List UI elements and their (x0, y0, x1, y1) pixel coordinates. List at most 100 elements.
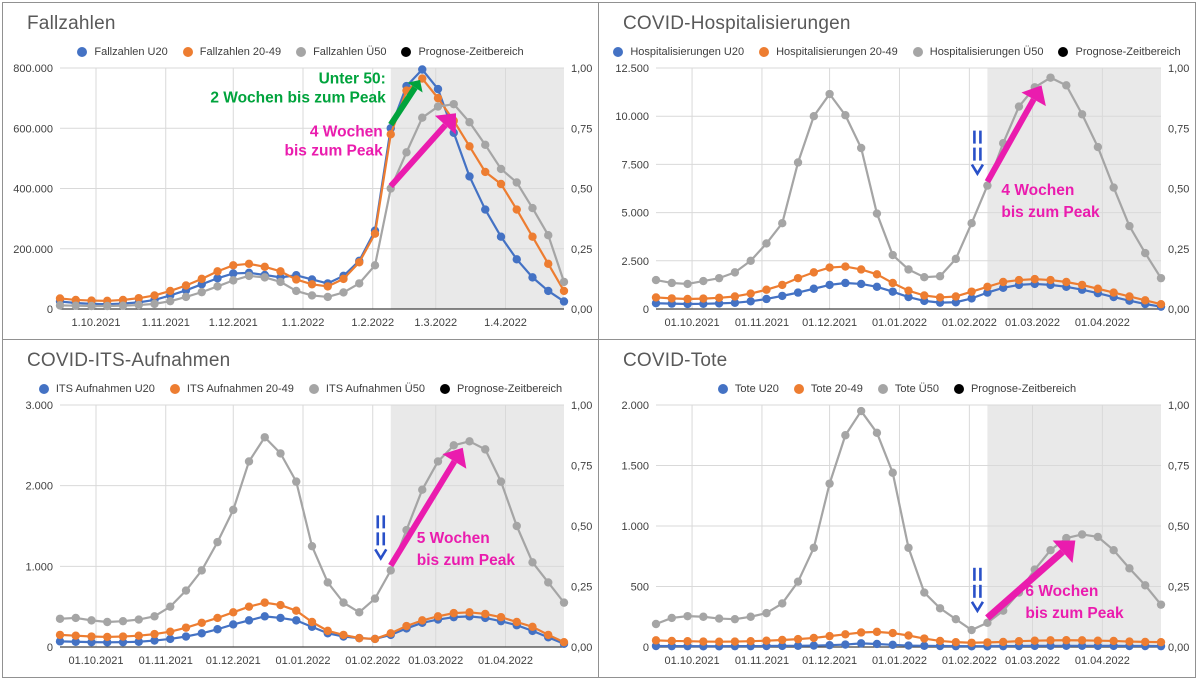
x-tick-label: 01.01.2022 (275, 655, 330, 667)
series-2 (651, 406, 1166, 635)
series-point (150, 291, 159, 300)
x-tick-label: 01.11.2021 (735, 655, 789, 667)
series-point (872, 209, 882, 218)
series-point (339, 288, 348, 297)
right-axis-label: 1,00 (571, 400, 592, 412)
annotation-line: Unter 50: (319, 71, 386, 88)
series-point (856, 628, 866, 637)
series-point (888, 628, 897, 638)
text-annotation: 4 Wochen bis zum Peak (285, 124, 384, 160)
series-point (496, 179, 506, 189)
legend-label: Prognose-Zeitbereich (418, 46, 524, 58)
series-point (920, 634, 929, 643)
series-point (1062, 636, 1071, 645)
series-point (967, 638, 976, 647)
series-point (496, 612, 506, 622)
series-point (967, 287, 976, 296)
series-point (339, 274, 348, 284)
series-point (841, 630, 850, 639)
series-point (260, 433, 269, 442)
series-point (55, 614, 65, 623)
series-point (762, 636, 771, 645)
series-point (528, 232, 537, 241)
legend-label: Tote U20 (734, 383, 779, 395)
x-tick-label: 01.12.2021 (206, 655, 261, 667)
x-tick-label: 01.12.2021 (802, 655, 857, 667)
series-point (1014, 636, 1024, 646)
x-tick-label: 1.10.2021 (72, 317, 121, 329)
forecast-start-marker (970, 567, 985, 614)
series-point (730, 298, 740, 308)
series-point (197, 629, 206, 638)
series-point (307, 291, 317, 300)
panel-hospitalisierungen: COVID-Hospitalisierungen Hospitalisierun… (599, 3, 1195, 340)
series-point (418, 65, 427, 74)
y-tick-label: 0 (47, 304, 53, 316)
series-point (465, 608, 474, 617)
series-point (55, 630, 65, 640)
series-point (983, 618, 992, 627)
right-axis-label: 0,00 (571, 642, 592, 654)
y-tick-label: 600.000 (13, 123, 53, 135)
series-point (481, 205, 490, 214)
series-point (920, 641, 929, 650)
series-point (544, 259, 553, 269)
series-point (370, 229, 380, 238)
series-point (544, 578, 553, 587)
legend-item-u50: Tote Ü50 (877, 383, 939, 395)
annotation-line: 4 Wochen (1001, 182, 1074, 199)
legend-marker-icon (182, 47, 193, 57)
series-point (55, 637, 65, 646)
series-point (1077, 636, 1087, 645)
line-chart-hospitalisierungen: 4 Wochen bis zum Peak 12.500 10.000 7.500 5.0… (615, 63, 1189, 329)
series-point (935, 604, 945, 613)
legend-label: Fallzahlen Ü50 (313, 46, 387, 58)
series-point (118, 616, 128, 626)
series-point (512, 178, 521, 187)
series-point (951, 292, 961, 301)
y-tick-label: 400.000 (13, 184, 53, 196)
x-tick-label: 01.11.2021 (139, 655, 193, 667)
series-point (465, 437, 474, 446)
series-point (1030, 274, 1039, 284)
series-point (433, 612, 443, 621)
series-point (1093, 284, 1103, 293)
chart-title: COVID-Hospitalisierungen (623, 13, 851, 34)
series-point (872, 270, 882, 279)
series-point (841, 262, 850, 271)
series-point (793, 158, 803, 167)
series-point (213, 537, 222, 547)
series-point (825, 640, 834, 650)
series-point (370, 261, 380, 270)
series-point (197, 566, 206, 575)
legend-marker-icon (759, 47, 770, 57)
series-point (762, 285, 771, 294)
series-point (951, 254, 961, 264)
series-point (1046, 73, 1055, 82)
chart-legend: Fallzahlen U20 Fallzahlen 20-49 Fallzahl… (3, 44, 598, 60)
series-point (1077, 530, 1087, 539)
chart-legend: Hospitalisierungen U20 Hospitalisierunge… (599, 44, 1195, 60)
series-point (1093, 532, 1103, 542)
series-point (418, 74, 427, 83)
series-point (559, 286, 569, 296)
legend-item-20-49: Fallzahlen 20-49 (182, 46, 281, 58)
series-point (856, 279, 866, 289)
arrow-annotation (984, 85, 1046, 184)
panel-tote: COVID-Tote Tote U20 Tote 20-49 Tote Ü50 … (599, 340, 1195, 677)
legend-label: Prognose-Zeitbereich (1075, 46, 1181, 58)
series-point (181, 623, 191, 632)
axis-labels: 12.500 10.000 7.500 5.000 2.500 0 1,00 0,75 0,50… (615, 63, 1189, 329)
series-point (809, 112, 819, 121)
series-point (1156, 273, 1166, 283)
series-point (544, 286, 553, 296)
y-tick-label: 800.000 (13, 63, 53, 75)
legend-item-u20: Fallzahlen U20 (77, 46, 168, 58)
series-point (134, 615, 143, 624)
series-point (778, 219, 787, 228)
legend-marker-icon (717, 384, 728, 394)
arrow-annotation (388, 447, 467, 568)
series-point (150, 299, 159, 309)
x-tick-label: 01.12.2021 (802, 317, 857, 329)
series-point (699, 612, 708, 621)
